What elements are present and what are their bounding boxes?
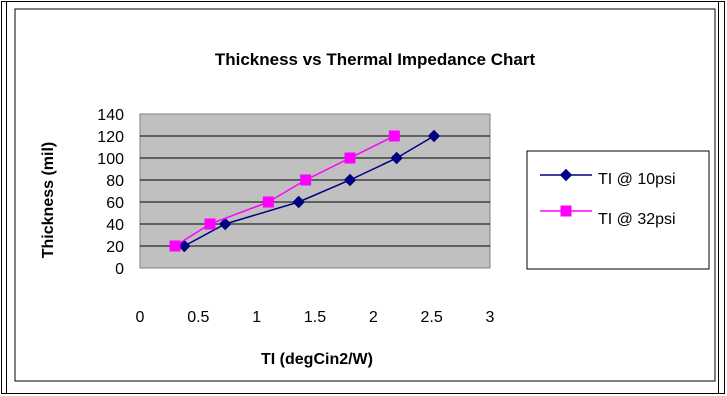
y-tick-label: 120 (97, 129, 124, 146)
chart-frame-inner-left (6, 1, 7, 394)
legend-label-ti-32psi: TI @ 32psi (598, 211, 676, 228)
data-point-ti-32psi (388, 130, 400, 142)
legend-marker-ti-10psi (559, 168, 573, 182)
legend-box (526, 150, 710, 270)
chart-title: Thickness vs Thermal Impedance Chart (215, 50, 536, 69)
y-axis-title: Thickness (mil) (40, 142, 57, 258)
series-line-ti-32psi (174, 135, 395, 247)
data-point-ti-10psi (292, 195, 305, 209)
data-point-ti-10psi (343, 173, 357, 187)
data-point-ti-32psi (204, 218, 216, 230)
data-point-ti-10psi (178, 239, 191, 253)
x-tick-label: 0.5 (187, 309, 209, 326)
y-axis-ticks: 0 20 40 60 80 100 120 140 (97, 107, 124, 278)
series-line-ti-10psi (183, 135, 435, 247)
data-point-ti-10psi (427, 129, 441, 143)
y-tick-label: 80 (106, 173, 124, 190)
y-tick-label: 140 (97, 107, 124, 124)
legend: TI @ 10psi TI @ 32psi (540, 168, 676, 228)
x-tick-label: 2.5 (421, 309, 443, 326)
legend-marker-ti-32psi (560, 205, 572, 217)
y-tick-label: 100 (97, 151, 124, 168)
y-tick-label: 60 (106, 195, 124, 212)
x-tick-label: 2 (369, 309, 378, 326)
chart-frame-inner-right (718, 1, 719, 394)
x-axis-title: TI (degCin2/W) (261, 351, 373, 368)
x-tick-label: 0 (136, 309, 145, 326)
data-point-ti-32psi (169, 240, 181, 252)
y-tick-label: 40 (106, 217, 124, 234)
y-tick-label: 20 (106, 239, 124, 256)
x-tick-label: 1 (252, 309, 261, 326)
data-point-ti-32psi (262, 196, 274, 208)
data-point-ti-32psi (344, 152, 356, 164)
data-point-ti-10psi (218, 217, 232, 231)
x-tick-label: 3 (486, 309, 495, 326)
y-tick-label: 0 (115, 261, 124, 278)
data-point-ti-10psi (390, 151, 403, 165)
data-series (169, 129, 441, 253)
data-point-ti-32psi (300, 174, 312, 186)
legend-label-ti-10psi: TI @ 10psi (598, 171, 676, 188)
x-axis-ticks: 0 0.5 1 1.5 2 2.5 3 (136, 309, 495, 326)
x-tick-label: 1.5 (304, 309, 326, 326)
